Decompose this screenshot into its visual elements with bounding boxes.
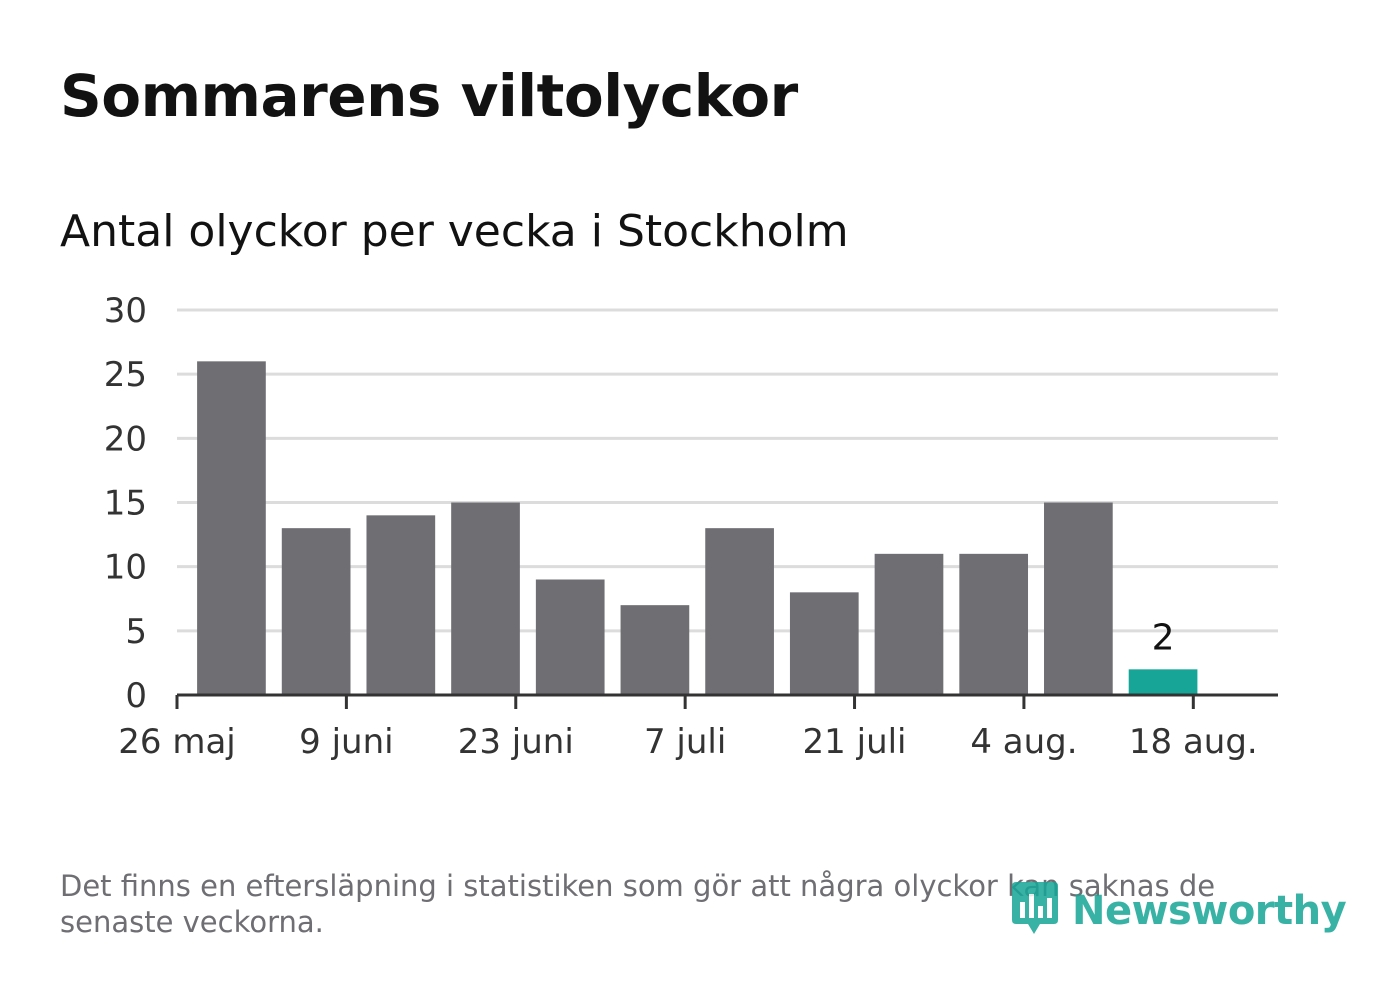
newsworthy-logo-text: Newsworthy: [1072, 888, 1347, 934]
x-tick-label: 9 juni: [299, 722, 393, 762]
y-tick-label: 25: [104, 355, 147, 395]
chart-title: Sommarens viltolyckor: [60, 62, 798, 130]
bar: [197, 361, 266, 695]
bars: [197, 361, 1198, 695]
bar: [535, 579, 605, 695]
y-tick-label: 0: [125, 676, 147, 716]
x-tick-label: 21 juli: [803, 722, 907, 762]
x-tick-label: 23 juni: [458, 722, 574, 762]
bar: [874, 553, 944, 695]
x-axis: 26 maj 9 juni 23 juni 7 juli 21 juli 4 aug. 18…: [118, 693, 1278, 762]
newsworthy-logo: Newsworthy: [1010, 880, 1347, 942]
x-tick-label: 18 aug.: [1129, 722, 1258, 762]
bar: [1044, 502, 1113, 695]
y-tick-label: 20: [104, 419, 147, 459]
newsworthy-logo-icon: [1010, 880, 1060, 942]
chart-subtitle: Antal olyckor per vecka i Stockholm: [60, 206, 849, 257]
bar: [1128, 669, 1198, 695]
y-tick-label: 5: [125, 612, 147, 652]
y-tick-label: 10: [104, 548, 147, 588]
bar: [705, 528, 774, 695]
y-tick-label: 15: [104, 484, 147, 524]
bar: [281, 528, 351, 695]
bar: [620, 605, 690, 695]
data-labels: 2: [1152, 617, 1175, 658]
data-label: 2: [1152, 617, 1175, 658]
x-tick-label: 4 aug.: [970, 722, 1077, 762]
y-tick-label: 30: [104, 291, 147, 331]
bar: [366, 515, 436, 695]
y-axis-ticks: 0 5 10 15 20 25 30: [104, 291, 147, 716]
bar: [789, 592, 859, 695]
bar: [959, 553, 1029, 695]
x-tick-label: 26 maj: [118, 722, 235, 762]
x-tick-label: 7 juli: [644, 722, 726, 762]
bar: [451, 502, 520, 695]
